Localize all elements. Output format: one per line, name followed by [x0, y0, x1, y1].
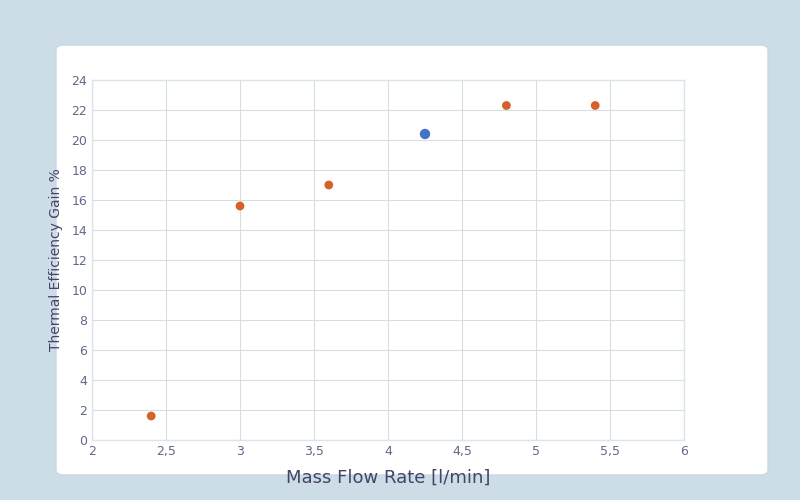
Point	[322, 181, 335, 189]
Point	[234, 202, 246, 210]
X-axis label: Mass Flow Rate [l/min]: Mass Flow Rate [l/min]	[286, 469, 490, 487]
Point	[589, 102, 602, 110]
Point	[418, 130, 431, 138]
Point	[145, 412, 158, 420]
Point	[500, 102, 513, 110]
Y-axis label: Thermal Efficiency Gain %: Thermal Efficiency Gain %	[49, 168, 63, 352]
